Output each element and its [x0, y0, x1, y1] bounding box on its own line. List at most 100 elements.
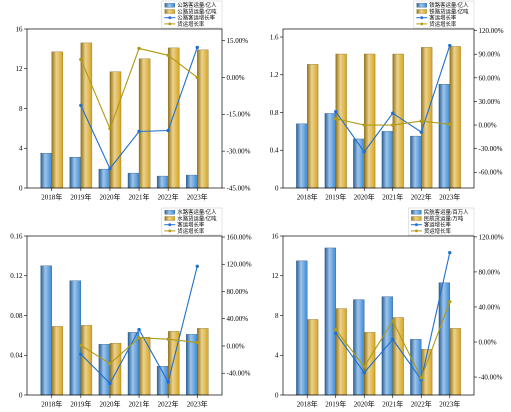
passenger-volume-bar	[296, 123, 308, 189]
freight-volume-legend-label: 民航货运量/万吨	[424, 214, 464, 222]
chart-2: 0 0.4 0.8 1.2 1.6 -60.00% -30.00% 0.00% 30.00% 60…	[270, 0, 504, 202]
passenger-volume-bar	[127, 172, 140, 189]
x-axis-label: 2022年	[411, 400, 432, 409]
passenger-volume-legend-label: 铁路客运量/亿人	[429, 1, 469, 9]
right-axis-tick-label: 40.00%	[227, 315, 249, 323]
left-axis-tick-label: 0	[275, 391, 279, 399]
passenger-volume-bar	[381, 131, 393, 189]
passenger-volume-bar	[186, 174, 198, 189]
freight-growth-legend-marker	[168, 22, 172, 26]
x-axis-label: 2018年	[41, 193, 62, 202]
freight-volume-bar	[138, 58, 151, 189]
passenger-volume-bar	[296, 260, 308, 396]
right-axis-tick-label: -45.00%	[227, 184, 251, 192]
x-axis-label: 2019年	[325, 400, 346, 409]
passenger-growth-point	[391, 111, 395, 115]
left-axis-tick-label: 0	[19, 184, 23, 192]
passenger-volume-bar	[156, 366, 169, 396]
left-axis-tick-label: 12	[16, 65, 24, 73]
freight-growth-legend-marker	[415, 229, 418, 233]
passenger-volume-bar	[69, 157, 82, 189]
passenger-volume-bar	[410, 135, 422, 189]
right-axis-tick-label: 80.00%	[227, 288, 249, 296]
right-axis-tick-label: 30.00%	[479, 98, 501, 106]
x-axis-label: 2018年	[297, 193, 318, 202]
left-axis-tick-label: 0.08	[10, 312, 23, 320]
left-axis-tick-label: 4	[275, 352, 279, 360]
freight-volume-bar	[449, 46, 461, 189]
right-axis-tick-label: 0.00%	[479, 338, 497, 346]
passenger-volume-legend-swatch	[164, 3, 175, 8]
freight-growth-point	[79, 343, 83, 347]
passenger-volume-legend-label: 水路客运量/亿人	[177, 208, 217, 216]
passenger-growth-legend-label: 客运增长率	[429, 14, 457, 22]
freight-volume-legend-swatch	[416, 9, 427, 14]
passenger-volume-bar	[127, 332, 140, 396]
freight-volume-bar	[364, 53, 376, 189]
plot-frame	[282, 28, 475, 189]
right-axis-tick-label: 0.00%	[227, 342, 245, 350]
left-axis-tick-label: 0	[19, 391, 23, 399]
freight-growth-point	[137, 46, 141, 51]
freight-growth-point	[334, 117, 338, 121]
freight-volume-legend-label: 水路货运量/亿吨	[177, 214, 217, 222]
passenger-volume-bar	[156, 175, 169, 189]
freight-growth-point	[362, 364, 366, 369]
right-axis-tick-label: 120.00%	[227, 261, 252, 269]
left-axis-tick-label: 8	[275, 312, 279, 320]
x-axis-label: 2019年	[325, 193, 346, 202]
left-axis-tick-label: 16	[272, 232, 280, 240]
left-axis-tick-label: 0.8	[270, 109, 279, 117]
passenger-volume-bar	[438, 84, 450, 189]
freight-growth-point	[195, 75, 199, 80]
left-axis-tick-label: 4	[19, 145, 23, 153]
passenger-volume-bar	[69, 280, 82, 396]
x-axis-label: 2023年	[187, 400, 208, 409]
passenger-volume-bar	[438, 282, 450, 396]
passenger-volume-bar	[40, 153, 52, 189]
freight-growth-point	[419, 119, 423, 123]
freight-growth-point	[362, 123, 366, 127]
passenger-growth-point	[334, 109, 338, 114]
freight-volume-legend-swatch	[164, 216, 175, 221]
passenger-growth-legend-label: 客运增长率	[177, 221, 205, 229]
x-axis-label: 2021年	[382, 400, 403, 409]
right-axis-tick-label: 0.00%	[479, 121, 497, 129]
freight-growth-point	[391, 319, 395, 323]
freight-growth-point	[419, 376, 423, 380]
freight-growth-point	[448, 300, 452, 304]
right-axis-tick-label: -30.00%	[479, 145, 503, 153]
freight-volume-bar	[109, 71, 122, 189]
passenger-growth-point	[137, 327, 141, 332]
freight-growth-point	[166, 337, 170, 341]
passenger-volume-bar	[324, 247, 336, 396]
passenger-volume-legend-swatch	[416, 3, 427, 8]
x-axis-label: 2022年	[411, 193, 432, 202]
freight-volume-bar	[109, 343, 122, 396]
passenger-growth-legend-marker	[168, 223, 172, 227]
freight-volume-legend-swatch	[411, 216, 422, 221]
passenger-volume-legend-label: 民航客运量/百万人	[424, 208, 469, 216]
passenger-volume-bar	[40, 265, 52, 396]
freight-volume-bar	[392, 317, 404, 396]
plot-frame	[26, 28, 223, 189]
freight-volume-bar	[392, 53, 404, 189]
left-axis-tick-label: 0.4	[270, 147, 279, 155]
freight-growth-legend-label: 货运增长率	[424, 227, 452, 235]
freight-growth-legend-marker	[420, 22, 424, 26]
x-axis-label: 2019年	[70, 193, 91, 202]
passenger-growth-point	[195, 264, 199, 269]
right-axis-tick-label: 40.00%	[479, 303, 501, 311]
x-axis-label: 2021年	[129, 193, 150, 202]
freight-growth-legend-marker	[168, 229, 172, 233]
passenger-volume-bar	[353, 138, 365, 189]
right-axis-tick-label: 90.00%	[479, 51, 501, 59]
right-axis-tick-label: -40.00%	[479, 373, 503, 381]
freight-growth-point	[108, 126, 112, 131]
x-axis-label: 2021年	[129, 400, 150, 409]
freight-growth-legend-label: 货运增长率	[177, 227, 205, 235]
